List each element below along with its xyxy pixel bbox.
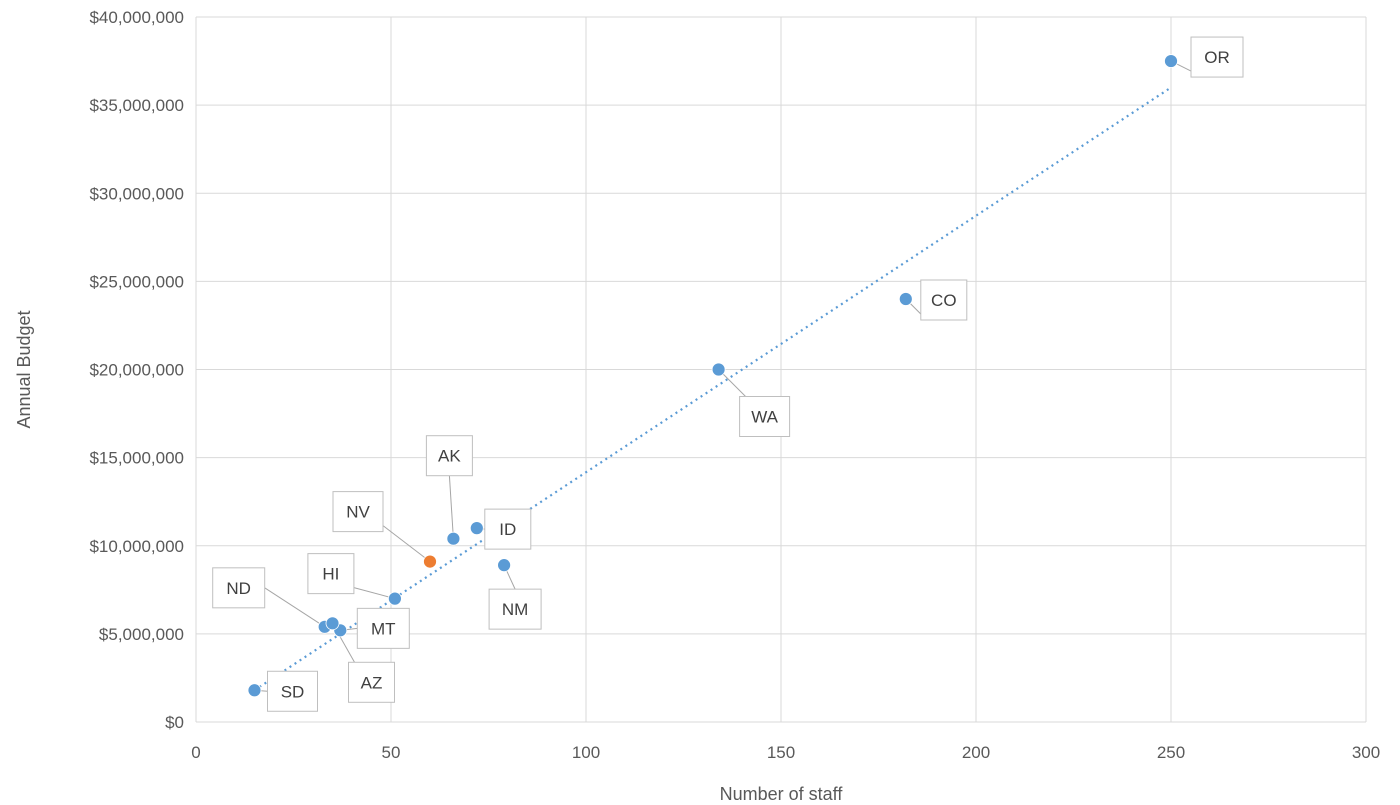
point-label-text: ND bbox=[226, 579, 251, 598]
x-tick-label: 100 bbox=[572, 743, 600, 762]
x-axis-ticks: 0 50 100 150 200 250 300 bbox=[191, 743, 1380, 762]
point-label-text: NM bbox=[502, 600, 528, 619]
point-label-text: CO bbox=[931, 291, 957, 310]
point-label-text: HI bbox=[322, 565, 339, 584]
point-label: AK bbox=[425, 435, 473, 477]
point-label-box bbox=[356, 607, 410, 649]
point-label-text: OR bbox=[1204, 48, 1230, 67]
point-label: SD bbox=[267, 670, 318, 712]
point-label-box bbox=[425, 435, 473, 477]
x-tick-label: 200 bbox=[962, 743, 990, 762]
y-tick-label: $25,000,000 bbox=[89, 272, 184, 291]
point-label-text: MT bbox=[371, 619, 396, 638]
point-label: WA bbox=[739, 396, 791, 437]
leader-line bbox=[448, 475, 454, 539]
data-point[interactable] bbox=[325, 616, 340, 631]
point-label-box bbox=[484, 508, 532, 550]
y-tick-label: $10,000,000 bbox=[89, 537, 184, 556]
point-label-box bbox=[212, 567, 266, 609]
x-tick-label: 300 bbox=[1352, 743, 1380, 762]
y-tick-label: $30,000,000 bbox=[89, 184, 184, 203]
point-label: NV bbox=[332, 491, 384, 533]
point-labels: OR CO WA AK ID NV NM HI ND MT AZ SD bbox=[212, 36, 1244, 712]
point-label: CO bbox=[920, 279, 968, 321]
point-label-box bbox=[332, 491, 384, 533]
data-point[interactable] bbox=[446, 531, 461, 546]
point-label-box bbox=[1190, 36, 1244, 78]
point-label: ND bbox=[212, 567, 266, 609]
leader-line bbox=[264, 587, 325, 628]
data-point[interactable] bbox=[711, 362, 726, 377]
data-point[interactable] bbox=[1164, 54, 1178, 68]
grid bbox=[195, 16, 1367, 723]
data-point[interactable] bbox=[387, 591, 402, 606]
point-label-box bbox=[920, 279, 968, 321]
point-label: OR bbox=[1190, 36, 1244, 78]
point-label: MT bbox=[356, 607, 410, 649]
y-tick-label: $5,000,000 bbox=[99, 625, 184, 644]
point-label-text: ID bbox=[499, 520, 516, 539]
leader-line bbox=[382, 525, 431, 563]
y-tick-label: $40,000,000 bbox=[89, 8, 184, 27]
point-label-text: SD bbox=[281, 682, 305, 701]
x-axis-title: Number of staff bbox=[720, 784, 844, 804]
data-points bbox=[247, 54, 1178, 698]
point-label: HI bbox=[307, 553, 355, 595]
point-label-text: AK bbox=[438, 447, 461, 466]
data-point[interactable] bbox=[898, 292, 913, 306]
point-label-box bbox=[739, 396, 791, 437]
data-point[interactable] bbox=[469, 521, 484, 536]
data-point[interactable] bbox=[497, 558, 512, 573]
point-label-text: NV bbox=[346, 503, 370, 522]
x-tick-label: 250 bbox=[1157, 743, 1185, 762]
point-label: ID bbox=[484, 508, 532, 550]
y-tick-label: $35,000,000 bbox=[89, 96, 184, 115]
point-label: AZ bbox=[348, 661, 395, 703]
point-label-text: AZ bbox=[361, 673, 383, 692]
point-label-box bbox=[348, 661, 395, 703]
point-label-box bbox=[488, 588, 542, 630]
x-tick-label: 150 bbox=[767, 743, 795, 762]
point-label: NM bbox=[488, 588, 542, 630]
point-label-box bbox=[267, 670, 318, 712]
y-tick-label: $0 bbox=[165, 713, 184, 732]
point-label-text: WA bbox=[751, 408, 778, 427]
x-tick-label: 0 bbox=[191, 743, 200, 762]
data-point[interactable] bbox=[247, 683, 262, 698]
x-tick-label: 50 bbox=[382, 743, 401, 762]
leader-line bbox=[353, 587, 396, 600]
point-label-box bbox=[307, 553, 355, 595]
y-tick-label: $20,000,000 bbox=[89, 361, 184, 380]
y-axis-ticks: $0 $5,000,000 $10,000,000 $15,000,000 $20,00… bbox=[89, 8, 184, 732]
data-point[interactable] bbox=[423, 554, 437, 569]
y-axis-title: Annual Budget bbox=[14, 310, 34, 428]
y-tick-label: $15,000,000 bbox=[89, 449, 184, 468]
